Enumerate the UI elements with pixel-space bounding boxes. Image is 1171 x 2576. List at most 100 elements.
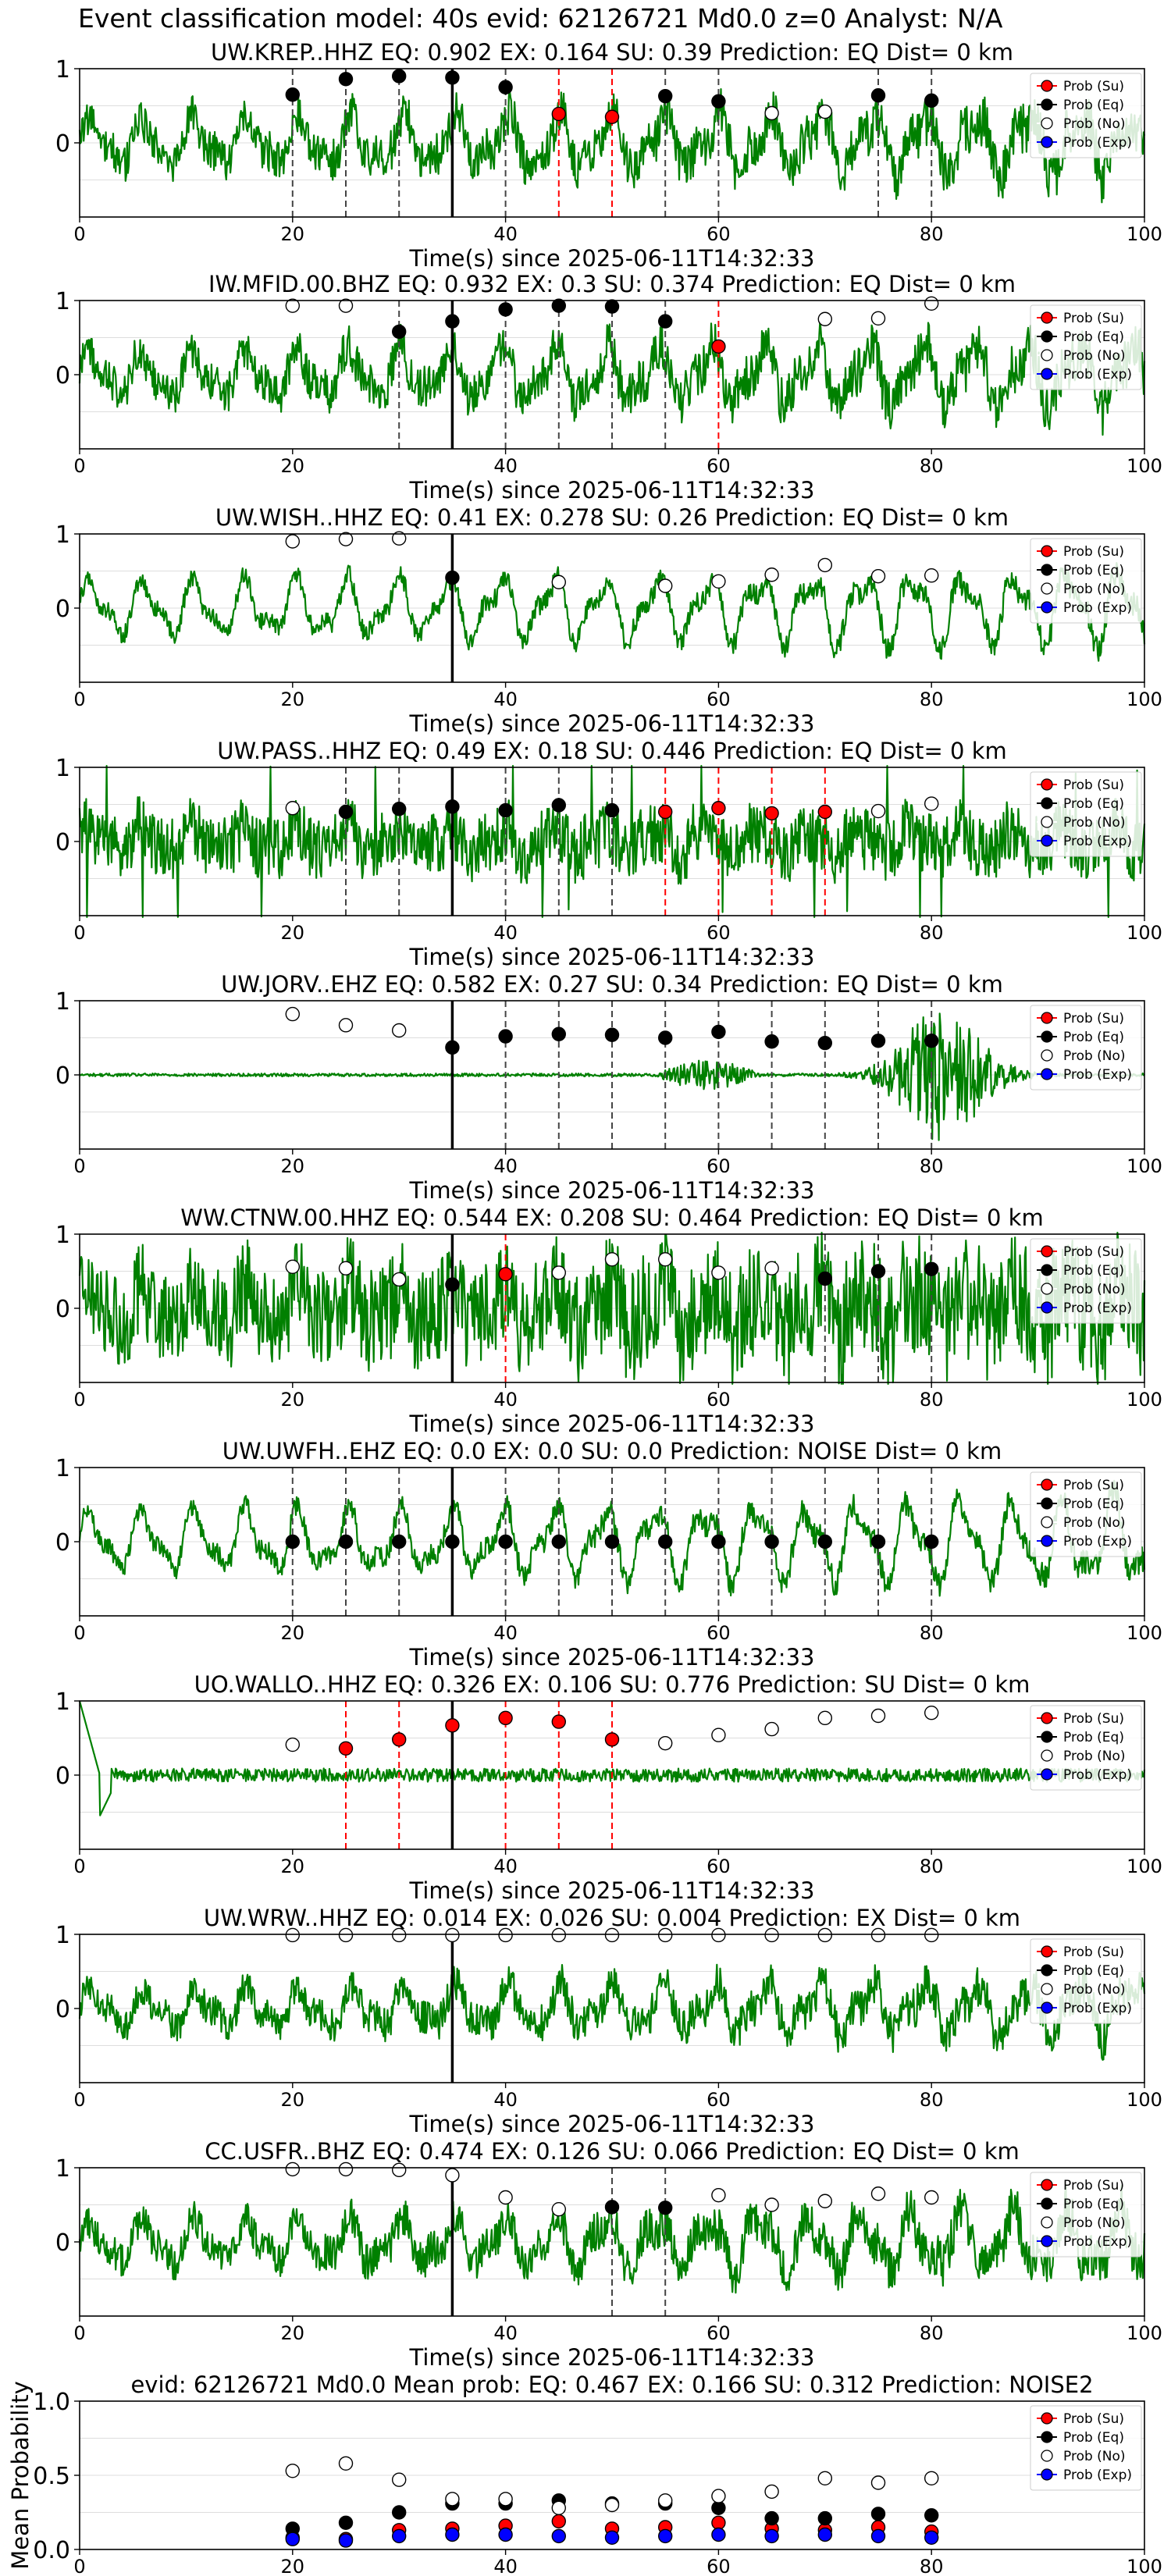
probability-marker (658, 2201, 673, 2215)
legend-label: Prob (No) (1063, 1282, 1126, 1297)
legend-marker (1041, 1749, 1053, 1762)
probability-marker (764, 2484, 779, 2500)
probability-marker (285, 1927, 300, 1943)
probability-marker (338, 298, 354, 313)
legend-box (1030, 1705, 1142, 1791)
y-tick-label: 0 (55, 1763, 70, 1790)
probability-marker (817, 311, 833, 326)
probability-marker (870, 1927, 886, 1943)
probability-marker (817, 2510, 833, 2526)
probability-marker (338, 72, 354, 87)
x-tick-label: 100 (1127, 1155, 1162, 1177)
probability-marker (870, 803, 886, 819)
probability-marker (392, 2472, 407, 2487)
probability-marker (551, 798, 566, 813)
probability-marker (604, 1252, 620, 1267)
probability-marker (551, 1714, 566, 1729)
legend-label: Prob (Eq) (1063, 98, 1124, 113)
probability-marker (870, 1264, 886, 1279)
station-panel: UW.WISH..HHZ EQ: 0.41 EX: 0.278 SU: 0.26… (55, 504, 1162, 737)
station-panel: UW.PASS..HHZ EQ: 0.49 EX: 0.18 SU: 0.446… (55, 738, 1162, 970)
x-tick-label: 100 (1127, 455, 1162, 477)
probability-marker (870, 568, 886, 584)
probability-marker (711, 2187, 726, 2203)
legend-marker (1041, 349, 1053, 361)
probability-marker (711, 2489, 726, 2503)
waveform-trace (79, 561, 1146, 662)
probability-marker (498, 302, 513, 317)
probability-marker (445, 1040, 460, 1055)
probability-marker (285, 87, 300, 102)
probability-marker (924, 2190, 939, 2205)
probability-marker (285, 1737, 300, 1752)
panel-title: UW.WISH..HHZ EQ: 0.41 EX: 0.278 SU: 0.26… (215, 504, 1009, 531)
probability-marker (338, 2456, 354, 2471)
probability-marker (711, 1927, 726, 1943)
probability-marker (870, 87, 886, 103)
probability-marker (924, 1705, 939, 1720)
probability-marker (658, 1252, 673, 1267)
x-tick-label: 60 (707, 455, 731, 477)
probability-marker (924, 2471, 939, 2486)
y-tick-label: 0 (55, 1529, 70, 1557)
x-axis-label: Time(s) since 2025-06-11T14:32:33 (409, 1877, 815, 1904)
x-tick-label: 100 (1127, 2556, 1162, 2576)
probability-marker (817, 1271, 833, 1286)
station-panel: IW.MFID.00.BHZ EQ: 0.932 EX: 0.3 SU: 0.3… (55, 271, 1162, 503)
legend-marker (1041, 1068, 1053, 1080)
legend-box (1030, 771, 1142, 857)
legend-marker (1041, 1301, 1053, 1314)
probability-marker (551, 1927, 566, 1943)
probability-marker (764, 1927, 779, 1943)
probability-marker (498, 1029, 513, 1044)
legend-label: Prob (Su) (1063, 1244, 1124, 1260)
probability-marker (392, 69, 407, 84)
probability-marker (817, 1927, 833, 1943)
panel-title: UW.JORV..EHZ EQ: 0.582 EX: 0.27 SU: 0.34… (221, 971, 1003, 998)
waveform-trace (78, 1963, 1146, 2061)
probability-marker (924, 796, 939, 811)
legend-label: Prob (Su) (1063, 1944, 1124, 1960)
legend-marker (1041, 2216, 1053, 2229)
probability-marker (817, 1035, 833, 1051)
probability-marker (338, 1534, 354, 1550)
x-tick-label: 80 (920, 2322, 944, 2344)
x-tick-label: 100 (1127, 2089, 1162, 2111)
legend-marker (1041, 1712, 1053, 1724)
probability-marker (498, 2492, 513, 2507)
probability-marker (392, 2505, 407, 2520)
legend-label: Prob (Su) (1063, 1478, 1124, 1493)
legend-label: Prob (Exp) (1063, 834, 1132, 849)
probability-marker (870, 2507, 886, 2521)
legend-label: Prob (Su) (1063, 2411, 1124, 2427)
probability-marker (764, 2510, 779, 2526)
panel-title: UO.WALLO..HHZ EQ: 0.326 EX: 0.106 SU: 0.… (194, 1671, 1030, 1698)
probability-marker (764, 1534, 779, 1550)
legend-marker (1041, 2235, 1053, 2247)
probability-marker (924, 1534, 939, 1550)
legend-marker (1041, 368, 1053, 380)
probability-marker (924, 93, 939, 109)
x-tick-label: 40 (493, 1856, 518, 1877)
probability-marker (551, 1026, 566, 1041)
x-tick-label: 0 (73, 1155, 85, 1177)
x-tick-label: 60 (707, 2089, 731, 2111)
legend-marker (1041, 2197, 1053, 2210)
legend-marker (1041, 582, 1053, 595)
legend-label: Prob (Exp) (1063, 135, 1132, 151)
x-tick-label: 0 (73, 688, 85, 710)
station-panel: UW.JORV..EHZ EQ: 0.582 EX: 0.27 SU: 0.34… (55, 971, 1162, 1204)
x-tick-label: 0 (73, 1389, 85, 1411)
legend-marker (1041, 1478, 1053, 1491)
legend-box (1030, 1005, 1142, 1091)
probability-marker (392, 1534, 407, 1550)
probability-marker (658, 1030, 673, 1045)
probability-marker (392, 531, 407, 546)
y-tick-label: 1 (55, 288, 70, 315)
probability-marker (285, 2464, 300, 2478)
x-tick-label: 100 (1127, 688, 1162, 710)
probability-marker (604, 2497, 620, 2513)
legend-label: Prob (Exp) (1063, 1067, 1132, 1083)
y-tick-label: 0 (55, 130, 70, 158)
legend-label: Prob (Su) (1063, 311, 1124, 326)
